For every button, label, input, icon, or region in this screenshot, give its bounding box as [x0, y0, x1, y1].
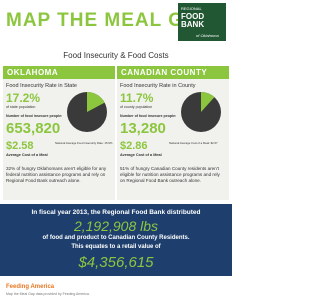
pie-slice: [87, 92, 105, 112]
meal-cost: $2.58: [6, 140, 34, 152]
column: OKLAHOMA Food Insecurity Rate in State 17.…: [3, 66, 115, 200]
logo: REGIONAL FOOD BANK of Oklahoma: [178, 3, 226, 41]
rate-caption: of state population: [6, 105, 36, 109]
amount: 2,192,908 lbs: [73, 218, 159, 234]
footer-logo: Feeding America: [6, 284, 55, 290]
pie: [181, 92, 221, 132]
pie: [67, 92, 107, 132]
column-heading: OKLAHOMA: [3, 66, 115, 79]
people-label: Number of food insecure people:: [120, 114, 177, 118]
meal-label: Average Cost of a Meal: [120, 153, 162, 157]
people-label: Number of food insecure people:: [6, 114, 63, 118]
column-heading: CANADIAN COUNTY: [117, 66, 229, 79]
rate-title: Food Insecurity Rate in County: [120, 83, 196, 89]
summary-line: This equates to a retail value of: [71, 244, 161, 250]
logo-sub: of Oklahoma: [196, 33, 219, 38]
description: 51% of hungry Canadian County residents …: [120, 166, 220, 183]
infographic: MAP THE MEAL GAP REGIONAL FOOD BANK of O…: [0, 3, 232, 296]
logo-top: REGIONAL: [181, 6, 202, 11]
summary: In fiscal year 2013, the Regional Food B…: [0, 204, 232, 276]
footer-text: Map the Meal Gap data provided by Feedin…: [6, 292, 90, 296]
note: National Average Cost of a Meal: $2.67: [169, 141, 218, 145]
description: 32% of hungry Oklahomans aren't eligible…: [6, 166, 107, 183]
people: 13,280: [120, 120, 166, 137]
title: MAP THE MEAL GAP: [6, 10, 213, 31]
pie-slice: [201, 92, 215, 112]
rate-caption: of county population: [120, 105, 153, 109]
rate: 17.2%: [6, 91, 41, 105]
summary-intro: In fiscal year 2013, the Regional Food B…: [31, 209, 201, 216]
rate: 11.7%: [120, 91, 154, 105]
logo-main: FOOD BANK: [181, 12, 205, 29]
note: National Average Food Insecurity Rate: 1…: [55, 141, 113, 145]
meal-cost: $2.86: [120, 140, 148, 152]
meal-label: Average Cost of a Meal: [6, 153, 48, 157]
retail-value: $4,356,615: [78, 254, 154, 271]
summary-line: of food and product to Canadian County R…: [42, 235, 190, 241]
column: CANADIAN COUNTY Food Insecurity Rate in C…: [117, 66, 229, 200]
people: 653,820: [6, 120, 61, 137]
subtitle: Food Insecurity & Food Costs: [63, 51, 169, 60]
rate-title: Food Insecurity Rate in State: [6, 83, 77, 89]
